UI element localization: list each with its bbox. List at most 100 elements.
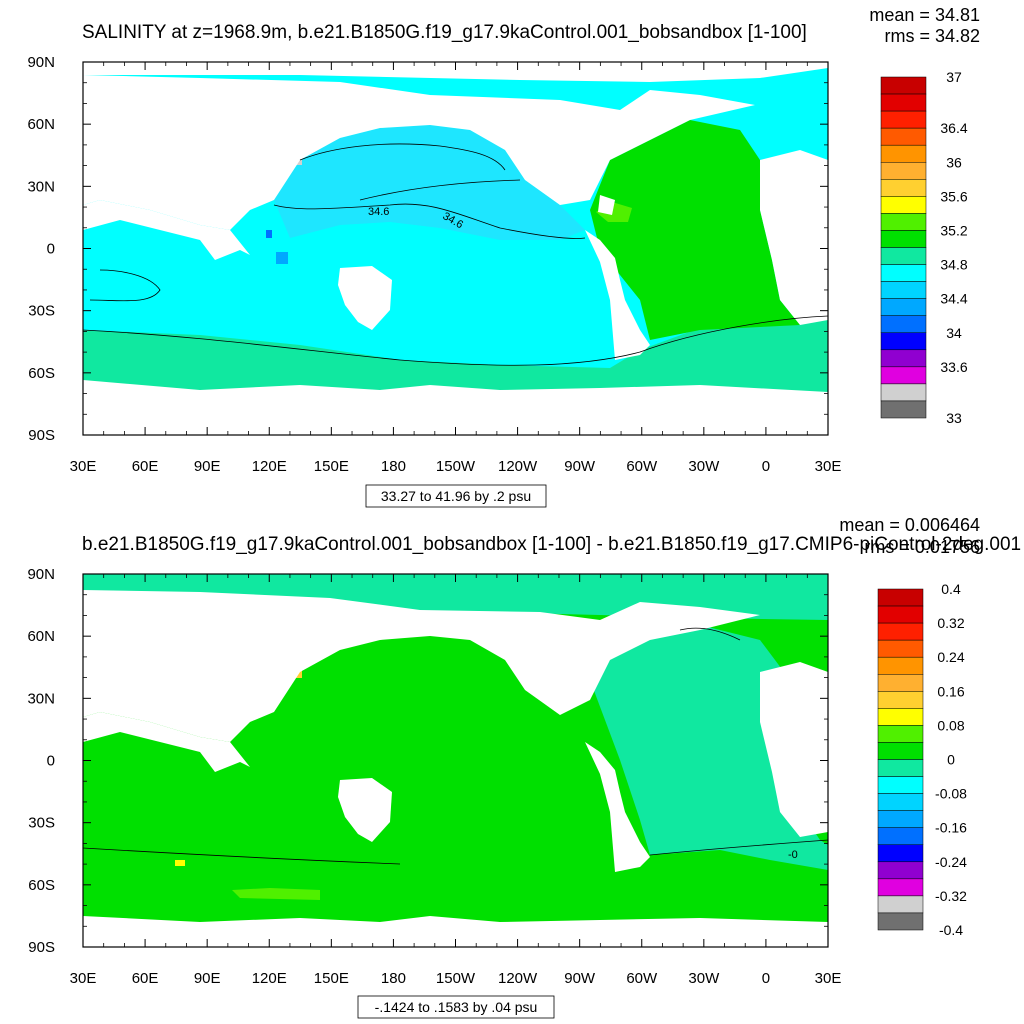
x-tick-label: 30E (815, 970, 842, 987)
y-tick-label: 0 (47, 241, 55, 258)
colorbar-box (880, 162, 927, 180)
panel1-title: SALINITY at z=1968.9m, b.e21.B1850G.f19_… (82, 22, 807, 43)
colorbar-label: 0.16 (937, 683, 964, 699)
colorbar-box (880, 179, 927, 197)
difference-contours (82, 627, 829, 865)
colorbar-box (880, 366, 927, 385)
x-tick-label: 30W (688, 970, 720, 987)
southern-ocean-band (83, 316, 828, 404)
land-mask (83, 62, 828, 435)
colorbar-box (880, 196, 927, 214)
colorbar-box (880, 400, 927, 419)
colorbar-box (877, 895, 924, 914)
colorbar-box (877, 588, 924, 607)
x-tick-label: 180 (381, 458, 406, 475)
panel1-info: 33.27 to 41.96 by .2 psu (381, 488, 531, 504)
x-tick-label: 60E (132, 458, 159, 475)
salinity-contours (82, 143, 829, 366)
colorbar-box (877, 827, 924, 846)
colorbar-box (877, 639, 924, 658)
colorbar-label: 34.8 (940, 257, 967, 273)
colorbar-label: 0 (947, 752, 955, 768)
atlantic-high-salinity (590, 120, 800, 340)
colorbar-box (877, 725, 924, 743)
x-tick-label: 90E (194, 970, 221, 987)
y-tick-label: 90N (27, 566, 55, 583)
colorbar-label: -0.08 (935, 786, 967, 802)
y-tick-label: 90S (28, 427, 55, 444)
colorbar-box (877, 656, 924, 675)
colorbar-box (880, 298, 927, 316)
colorbar-label: 36.4 (940, 120, 967, 136)
panel2-info-box (357, 995, 555, 1019)
difference-panel: b.e21.B1850G.f19_g17.9kaControl.001_bobs… (27, 515, 1024, 1019)
panel2-info: -.1424 to .1583 by .04 psu (375, 999, 538, 1015)
blue-patch (266, 230, 272, 238)
colorbar-box (877, 844, 924, 863)
colorbar-label: 0.08 (937, 717, 964, 733)
colorbar-label: 35.6 (940, 188, 967, 204)
colorbar-box (880, 383, 927, 402)
x-tick-label: 120W (498, 458, 538, 475)
colorbar-box (880, 230, 927, 248)
colorbar-label: 0.32 (937, 615, 964, 631)
colorbar-box (880, 213, 927, 231)
y-tick-label: 60S (28, 365, 55, 382)
x-tick-label: 0 (762, 458, 770, 475)
y-tick-label: 30N (27, 690, 55, 707)
colorbar-label: 34.4 (940, 291, 967, 307)
colorbar-box (880, 93, 927, 112)
colorbar-label: 0.24 (937, 649, 964, 665)
north-pacific-34-6-region (274, 125, 585, 240)
contour-label-3: -0 (788, 849, 798, 861)
colorbar-box (880, 144, 927, 163)
x-tick-label: 90W (564, 970, 596, 987)
colorbar-box (880, 76, 927, 95)
panel2-title: b.e21.B1850G.f19_g17.9kaControl.001_bobs… (82, 534, 1024, 555)
y-tick-label: 90S (28, 939, 55, 956)
x-tick-label: 150W (436, 970, 476, 987)
colorbar-box (880, 315, 927, 334)
difference-map-field: -0 (82, 574, 829, 947)
colorbar-box (877, 793, 924, 811)
x-tick-label: 90W (564, 458, 596, 475)
colorbar-box (877, 708, 924, 726)
colorbar-box (877, 622, 924, 641)
x-tick-label: 120W (498, 970, 538, 987)
colorbar-box (877, 759, 924, 777)
x-tick-label: 30E (70, 458, 97, 475)
colorbar-label: 34 (946, 325, 962, 341)
x-tick-label: 120E (252, 458, 287, 475)
panel1-info-box (365, 484, 547, 508)
x-tick-label: 30W (688, 458, 720, 475)
blue-patch-2 (276, 252, 288, 264)
colorbar-box (880, 110, 927, 129)
colorbar-label: -0.4 (939, 922, 963, 938)
colorbar-box (880, 332, 927, 351)
land-mask-2 (83, 590, 828, 947)
colorbar-box (877, 742, 924, 760)
panel1-colorbar: 37 36.4 36 35.6 35.2 34.8 34.4 34 33.6 33 (880, 69, 968, 426)
colorbar-box (877, 878, 924, 897)
colorbar-label: 33.6 (940, 359, 967, 375)
x-tick-label: 30E (815, 458, 842, 475)
x-tick-label: 60W (626, 970, 658, 987)
colorbar-label: 37 (946, 69, 962, 85)
colorbar-box (877, 605, 924, 624)
colorbar-box (880, 281, 927, 299)
colorbar-box (880, 127, 927, 146)
x-tick-label: 150E (314, 458, 349, 475)
colorbar-box (877, 776, 924, 794)
colorbar-label: -0.16 (935, 820, 967, 836)
x-tick-label: 180 (381, 970, 406, 987)
colorbar-box (877, 691, 924, 709)
panel2-colorbar: 0.4 0.32 0.24 0.16 0.08 0 -0.08 -0.16 -0.24 -0.32… (877, 581, 967, 938)
x-tick-label: 120E (252, 970, 287, 987)
colorbar-label: 0.4 (941, 581, 961, 597)
y-tick-label: 90N (27, 54, 55, 71)
colorbar-label: -0.32 (935, 888, 967, 904)
colorbar-box (880, 264, 927, 282)
salinity-panel: SALINITY at z=1968.9m, b.e21.B1850G.f19_… (27, 5, 980, 508)
contour-label-1: 34.6 (368, 206, 389, 218)
